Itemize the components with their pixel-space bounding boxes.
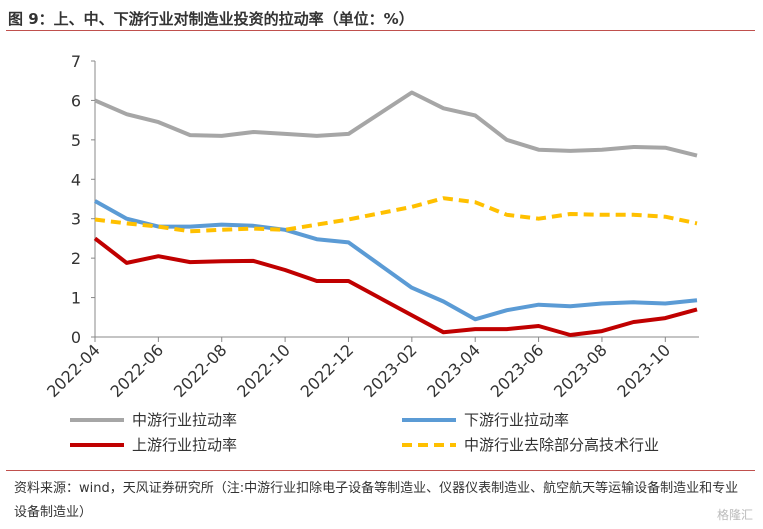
legend-label: 上游行业拉动率 (132, 436, 237, 454)
y-axis-ticks: 0 1 2 3 4 5 6 7 (71, 52, 95, 347)
series-line (93, 236, 698, 337)
x-tick-label: 2022-06 (106, 340, 167, 401)
y-tick-label: 0 (71, 328, 81, 347)
x-tick-label: 2023-08 (550, 340, 611, 401)
axes (94, 61, 699, 338)
x-tick-label: 2022-12 (297, 340, 358, 401)
y-tick-label: 1 (71, 289, 81, 308)
series-line (94, 196, 698, 234)
x-tick-label: 2022-08 (170, 340, 231, 401)
y-tick-label: 2 (71, 249, 81, 268)
y-tick-label: 5 (71, 131, 81, 150)
x-tick-label: 2023-06 (487, 340, 548, 401)
source-note: 资料来源：wind，天风证券研究所（注:中游行业扣除电子设备等制造业、仪器仪表制… (14, 481, 739, 520)
x-axis-ticks: 2022-04 2022-06 2022-08 2022-10 2022-12 2023-… (43, 337, 674, 401)
series-lines (93, 90, 698, 337)
watermark-logo: 格隆汇 (716, 508, 753, 522)
x-tick-label: 2022-04 (43, 340, 104, 401)
legend-label: 中游行业拉动率 (132, 411, 237, 429)
x-tick-label: 2023-10 (613, 340, 674, 401)
source-divider (6, 470, 755, 471)
y-tick-label: 6 (71, 91, 81, 110)
series-line (94, 90, 698, 158)
y-tick-label: 4 (71, 170, 81, 189)
y-tick-label: 7 (71, 52, 81, 71)
series-line (94, 199, 698, 322)
x-tick-label: 2023-02 (360, 340, 421, 401)
legend-label: 中游行业去除部分高技术行业 (464, 436, 659, 454)
legend-label: 下游行业拉动率 (464, 411, 569, 429)
x-tick-label: 2022-10 (233, 340, 294, 401)
title-divider (6, 30, 755, 31)
y-tick-label: 3 (71, 210, 81, 229)
x-tick-label: 2023-04 (423, 340, 484, 401)
figure-title: 图 9：上、中、下游行业对制造业投资的拉动率（单位：%） (8, 10, 414, 28)
